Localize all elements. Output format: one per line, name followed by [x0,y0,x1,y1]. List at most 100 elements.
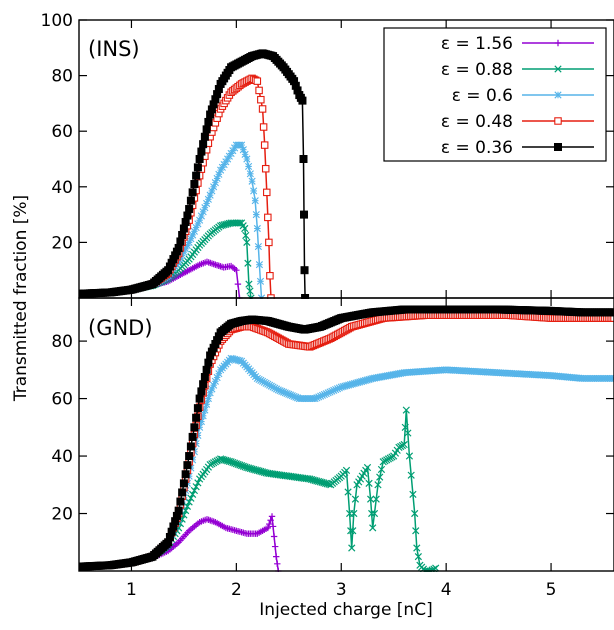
point-gnd-0-6-110 [269,383,277,391]
legend-swatch-0-36 [522,143,594,152]
point-ins-0-48-110 [265,238,273,247]
point-ins-0-6-78 [213,174,221,183]
point-gnd-0-88-158 [350,509,358,518]
point-gnd-0-36-59 [179,479,188,488]
point-ins-0-36-69 [197,147,206,156]
point-ins-0-6-73 [204,195,212,203]
point-ins-0-6-98 [248,177,256,185]
point-ins-0-6-101 [252,211,260,219]
point-ins-0-36-130 [300,266,309,275]
point-gnd-0-88-170 [369,524,377,532]
point-gnd-0-88-174 [376,473,384,481]
xtick-label-2: 2 [231,580,242,600]
point-gnd-0-6-69 [197,417,205,426]
point-ins-0-6-97 [246,170,254,178]
point-ins-0-6-94 [241,150,249,158]
point-ins-0-88-94 [241,224,249,233]
point-gnd-0-6-143 [328,387,336,395]
point-gnd-0-88-63 [187,494,195,502]
point-ins-0-36-67 [193,163,202,172]
point-gnd-0-88-61 [183,502,192,510]
point-gnd-0-6-145 [332,385,340,394]
point-gnd-0-6-141 [324,389,332,397]
point-gnd-0-88-156 [348,544,356,552]
point-gnd-0-88-173 [374,481,382,489]
point-gnd-0-36-63 [186,442,195,451]
point-gnd-0-6-78 [213,373,221,382]
point-gnd-0-36-65 [190,423,199,432]
y-axis-label: Transmitted fraction [%] [11,195,31,402]
point-gnd-0-6-123 [292,393,300,401]
point-ins-0-48-103 [257,95,265,104]
point-gnd-0-6-77 [211,377,219,385]
point-gnd-1-56-114 [273,553,280,560]
point-ins-0-48-107 [261,164,270,173]
point-ins-0-6-67 [194,220,202,228]
ytick-label-gnd-60: 60 [51,390,73,410]
point-gnd-0-88-193 [407,471,415,479]
point-gnd-0-6-111 [271,384,279,392]
point-ins-0-6-63 [187,235,195,243]
point-gnd-0-88-197 [413,544,421,552]
frame-gnd [78,297,614,572]
point-gnd-0-6-109 [267,382,275,390]
point-ins-0-6-102 [253,224,261,233]
series-gnd-0-36 [79,305,614,571]
point-gnd-0-36-71 [200,373,209,382]
ytick-label-ins-100: 100 [41,11,73,31]
point-gnd-0-88-155 [347,527,355,535]
point-gnd-0-6-75 [208,385,216,393]
point-ins-0-48-102 [255,86,263,95]
point-ins-0-6-87 [229,147,237,155]
plot-area-gnd [79,305,614,572]
point-gnd-0-6-139 [320,390,328,399]
point-gnd-1-56-113 [271,543,279,550]
point-ins-0-6-81 [218,163,226,171]
point-ins-0-6-65 [190,227,198,235]
point-gnd-0-36-60 [181,470,190,479]
point-gnd-0-6-138 [318,391,327,399]
point-ins-0-6-70 [199,208,207,216]
point-gnd-0-88-166 [363,463,372,472]
point-ins-0-6-69 [197,212,205,220]
point-ins-0-48-111 [266,272,274,280]
point-gnd-1-56-111 [269,523,277,530]
point-gnd-0-6-121 [288,392,296,400]
point-ins-0-88-97 [244,259,252,267]
point-gnd-1-56-107 [264,524,272,532]
point-ins-0-6-96 [245,162,253,171]
point-gnd-0-6-146 [333,385,342,393]
point-gnd-0-6-136 [315,393,323,401]
point-ins-0-6-62 [185,238,193,246]
point-gnd-1-56-112 [270,533,278,540]
point-ins-0-6-103 [254,242,262,251]
point-gnd-0-6-74 [206,389,214,397]
point-ins-0-36-68 [195,155,204,164]
point-gnd-0-88-208 [432,564,440,572]
point-gnd-0-88-169 [368,509,376,518]
legend-label-eps-0-36: ε = 0.36 [441,138,513,158]
point-gnd-0-36-67 [193,404,202,413]
point-ins-0-48-109 [264,213,272,222]
point-ins-0-6-76 [210,183,218,191]
point-gnd-0-6-106 [262,379,270,387]
point-gnd-0-36-69 [197,387,206,396]
point-ins-0-6-82 [220,160,228,169]
ytick-label-ins-80: 80 [51,67,73,87]
point-gnd-0-6-137 [317,392,325,400]
panel-label-ins: (INS) [88,37,140,61]
point-gnd-0-6-147 [335,384,343,392]
point-gnd-0-6-144 [330,386,338,394]
point-gnd-0-36-66 [192,413,201,422]
point-gnd-0-6-124 [293,394,302,402]
ytick-label-ins-20: 20 [51,233,73,253]
point-gnd-0-6-79 [215,370,223,378]
point-ins-0-36-63 [186,196,195,205]
panel-label-gnd: (GND) [88,316,153,340]
point-ins-0-6-80 [217,166,225,174]
legend-label-eps-0-88: ε = 0.88 [441,60,513,80]
x-axis-label: Injected charge [nC] [259,600,432,620]
point-ins-0-36-71 [200,132,209,141]
point-ins-0-88-98 [245,280,253,288]
